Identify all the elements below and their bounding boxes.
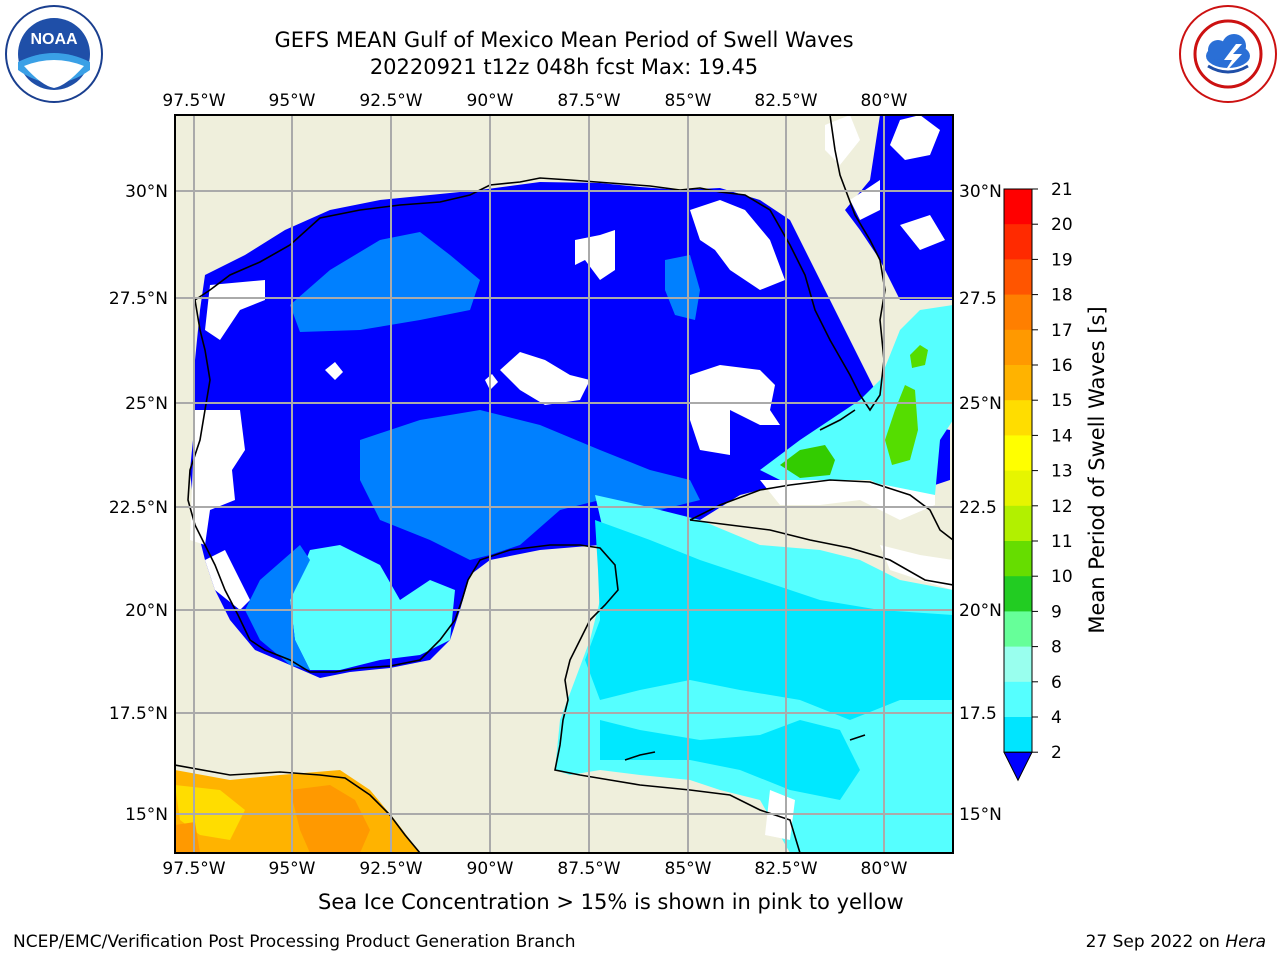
lat-label-right: 17.5: [959, 704, 997, 724]
map-area: [175, 115, 953, 853]
lat-label-right: 20°N: [959, 601, 1002, 621]
gulf-mid-band-north: [290, 232, 480, 332]
colorbar-tick-label: 16: [1051, 356, 1073, 376]
colorbar-tick-label: 13: [1051, 462, 1073, 482]
colorbar-segment: [1004, 189, 1032, 225]
colorbar-tick-label: 11: [1051, 532, 1073, 552]
lon-label-top: 85°W: [665, 91, 712, 111]
straits-green-patch-east: [885, 385, 918, 465]
chart-title: GEFS MEAN Gulf of Mexico Mean Period of …: [274, 28, 854, 52]
gulf-mid-band-east: [665, 255, 700, 320]
lat-label-right: 30°N: [959, 182, 1002, 202]
lat-label-left: 22.5°N: [109, 498, 168, 518]
lon-label-top: 87.5°W: [557, 91, 620, 111]
colorbar-tick-label: 8: [1051, 638, 1062, 658]
colorbar-segment: [1004, 329, 1032, 366]
lon-label-bottom: 92.5°W: [359, 859, 422, 879]
lon-label-top: 90°W: [467, 91, 514, 111]
colorbar-segment: [1004, 224, 1032, 260]
footer-date: 27 Sep 2022 on Hera: [1086, 932, 1266, 952]
colorbar-tick-label: 20: [1051, 215, 1073, 235]
colorbar-segment: [1004, 259, 1032, 296]
chart-subtitle: 20220921 t12z 048h fcst Max: 19.45: [369, 55, 759, 79]
colorbar-tick-label: 12: [1051, 497, 1073, 517]
colorbar-tick-label: 17: [1051, 321, 1073, 341]
lon-labels-bottom: 97.5°W 95°W 92.5°W 90°W 87.5°W 85°W 82.5…: [162, 859, 907, 879]
straits-green-patch-north: [910, 345, 928, 368]
caribbean-cyan-south: [600, 720, 860, 800]
lon-label-bottom: 82.5°W: [754, 859, 817, 879]
footer-machine: Hera: [1225, 932, 1266, 952]
colorbar-segment: [1004, 646, 1032, 683]
colorbar-segment: [1004, 400, 1032, 436]
colorbar-segment: [1004, 294, 1032, 331]
pacific-swell-field-dark: [290, 785, 370, 853]
noaa-logo-text: NOAA: [30, 31, 78, 48]
colorbar-tick-label: 15: [1051, 391, 1073, 411]
footer-date-text: 27 Sep 2022 on: [1085, 932, 1226, 952]
colorbar-segment: [1004, 611, 1032, 648]
footer-credit: NCEP/EMC/Verification Post Processing Pr…: [13, 932, 576, 952]
lat-label-right: 15°N: [959, 805, 1002, 825]
lat-labels-right: 30°N 27.5 25°N 22.5 20°N 17.5 15°N: [959, 182, 1002, 825]
colorbar-tick-label: 14: [1051, 426, 1073, 446]
colorbar-segment: [1004, 505, 1032, 542]
lon-label-bottom: 97.5°W: [162, 859, 225, 879]
colorbar-tick-label: 9: [1051, 602, 1062, 622]
colorbar-segment: [1004, 576, 1032, 612]
lon-label-top: 95°W: [269, 91, 316, 111]
colorbar-segment: [1004, 541, 1032, 577]
campeche-mid-field: [245, 545, 310, 670]
colorbar-tick-label: 4: [1051, 708, 1062, 728]
lat-label-left: 25°N: [125, 394, 168, 414]
lon-label-top: 97.5°W: [162, 91, 225, 111]
colorbar-tick-label: 19: [1051, 250, 1073, 270]
lon-label-bottom: 80°W: [861, 859, 908, 879]
colorbar-segment: [1004, 435, 1032, 472]
colorbar-tick-label: 18: [1051, 286, 1073, 306]
lat-label-right: 25°N: [959, 394, 1002, 414]
colorbar-tick-label: 6: [1051, 673, 1062, 693]
lon-label-bottom: 90°W: [467, 859, 514, 879]
colorbar-tick-label: 21: [1051, 180, 1073, 200]
colorbar-segment: [1004, 717, 1032, 753]
lat-label-right: 27.5: [959, 289, 997, 309]
gulf-mid-band-central: [360, 410, 700, 560]
graticule: [175, 115, 953, 853]
lat-label-left: 27.5°N: [109, 289, 168, 309]
colorbar-extend-arrow: [1003, 751, 1033, 782]
lon-label-top: 82.5°W: [754, 91, 817, 111]
lon-label-top: 80°W: [861, 91, 908, 111]
atlantic-swell-field: [845, 115, 953, 300]
lon-label-bottom: 87.5°W: [557, 859, 620, 879]
lat-label-right: 22.5: [959, 498, 997, 518]
lat-labels-left: 30°N 27.5°N 25°N 22.5°N 20°N 17.5°N 15°N: [109, 182, 168, 825]
lon-label-top: 92.5°W: [359, 91, 422, 111]
colorbar-tick-label: 10: [1051, 567, 1073, 587]
noaa-logo-icon: NOAA: [5, 5, 103, 103]
lat-label-left: 17.5°N: [109, 704, 168, 724]
lon-labels-top: 97.5°W 95°W 92.5°W 90°W 87.5°W 85°W 82.5…: [162, 91, 907, 111]
lat-label-left: 15°N: [125, 805, 168, 825]
map-frame: [174, 114, 954, 854]
colorbar: 21 20 19 18 17 16 15 14 13 12 11 10 9 8 6 4 2: [1003, 180, 1073, 782]
lat-label-left: 20°N: [125, 601, 168, 621]
lon-label-bottom: 95°W: [269, 859, 316, 879]
lon-label-bottom: 85°W: [665, 859, 712, 879]
caribbean-cyan-core: [585, 520, 953, 720]
colorbar-segment: [1004, 470, 1032, 507]
straits-green-patch-west: [780, 445, 835, 478]
no-data-patches: [190, 115, 953, 840]
colorbar-tick-label: 2: [1051, 743, 1062, 763]
colorbar-segment: [1004, 681, 1032, 718]
lat-label-left: 30°N: [125, 182, 168, 202]
nws-logo-icon: [1179, 5, 1277, 103]
sea-ice-note: Sea Ice Concentration > 15% is shown in …: [318, 890, 904, 914]
colorbar-label: Mean Period of Swell Waves [s]: [1085, 306, 1109, 633]
colorbar-segment: [1004, 365, 1032, 401]
campeche-cyan-field: [290, 545, 455, 670]
